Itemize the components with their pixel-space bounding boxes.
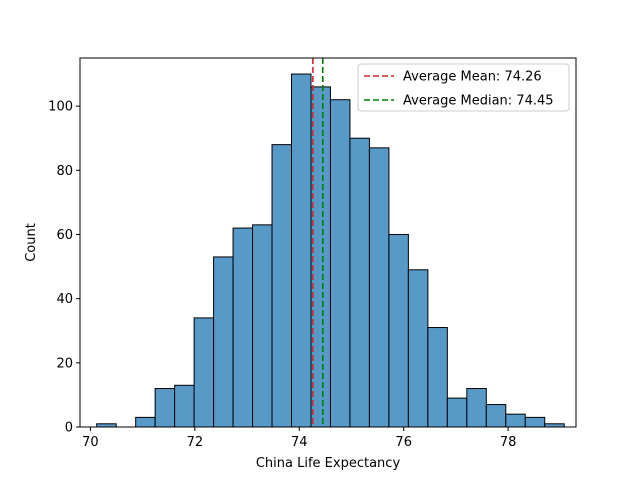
x-tick-label: 70 — [82, 435, 99, 450]
histogram-bar — [407, 269, 429, 428]
legend-entry: Average Mean: 74.26 — [403, 70, 542, 85]
histogram-bar — [291, 73, 312, 428]
y-axis-label: Count — [24, 223, 39, 262]
histogram-bar — [271, 144, 293, 428]
x-axis-ticks: 70 72 74 76 78 — [82, 427, 516, 450]
histogram-bar — [154, 387, 176, 428]
histogram-bar — [485, 404, 507, 428]
reference-lines — [312, 58, 324, 427]
x-tick-label: 74 — [291, 435, 308, 450]
histogram-bar — [446, 397, 468, 428]
histogram-bar — [252, 224, 273, 428]
histogram-bar — [310, 86, 331, 428]
plot-frame — [79, 57, 577, 428]
y-tick-label: 20 — [56, 356, 73, 371]
histogram-bar — [427, 327, 448, 428]
y-tick-label: 0 — [65, 421, 73, 436]
y-tick-label: 60 — [56, 228, 73, 243]
legend: Average Mean: 74.26 Average Median: 74.45 — [357, 63, 570, 112]
histogram-bar — [213, 256, 234, 428]
legend-box — [357, 63, 570, 112]
histogram-bar — [349, 137, 370, 428]
histogram-bar — [135, 416, 156, 428]
x-tick-label: 76 — [395, 435, 412, 450]
histogram-bar — [505, 413, 526, 428]
legend-entry: Average Median: 74.45 — [403, 94, 554, 109]
x-tick-label: 72 — [187, 435, 204, 450]
y-tick-label: 100 — [48, 100, 73, 115]
x-axis-label: China Life Expectancy — [256, 456, 401, 471]
x-tick-label: 78 — [500, 435, 517, 450]
histogram-bars — [96, 73, 565, 428]
histogram-bar — [466, 387, 487, 428]
histogram-bar — [174, 384, 195, 428]
histogram-bar — [232, 227, 254, 428]
y-axis-ticks: 0 20 40 60 80 100 — [48, 100, 80, 436]
histogram-bar — [524, 416, 546, 428]
histogram-bar — [193, 317, 215, 428]
histogram-bar — [329, 99, 351, 428]
y-tick-label: 40 — [56, 292, 73, 307]
histogram-bar — [388, 233, 409, 428]
histogram-bar — [368, 147, 390, 428]
y-tick-label: 80 — [56, 164, 73, 179]
